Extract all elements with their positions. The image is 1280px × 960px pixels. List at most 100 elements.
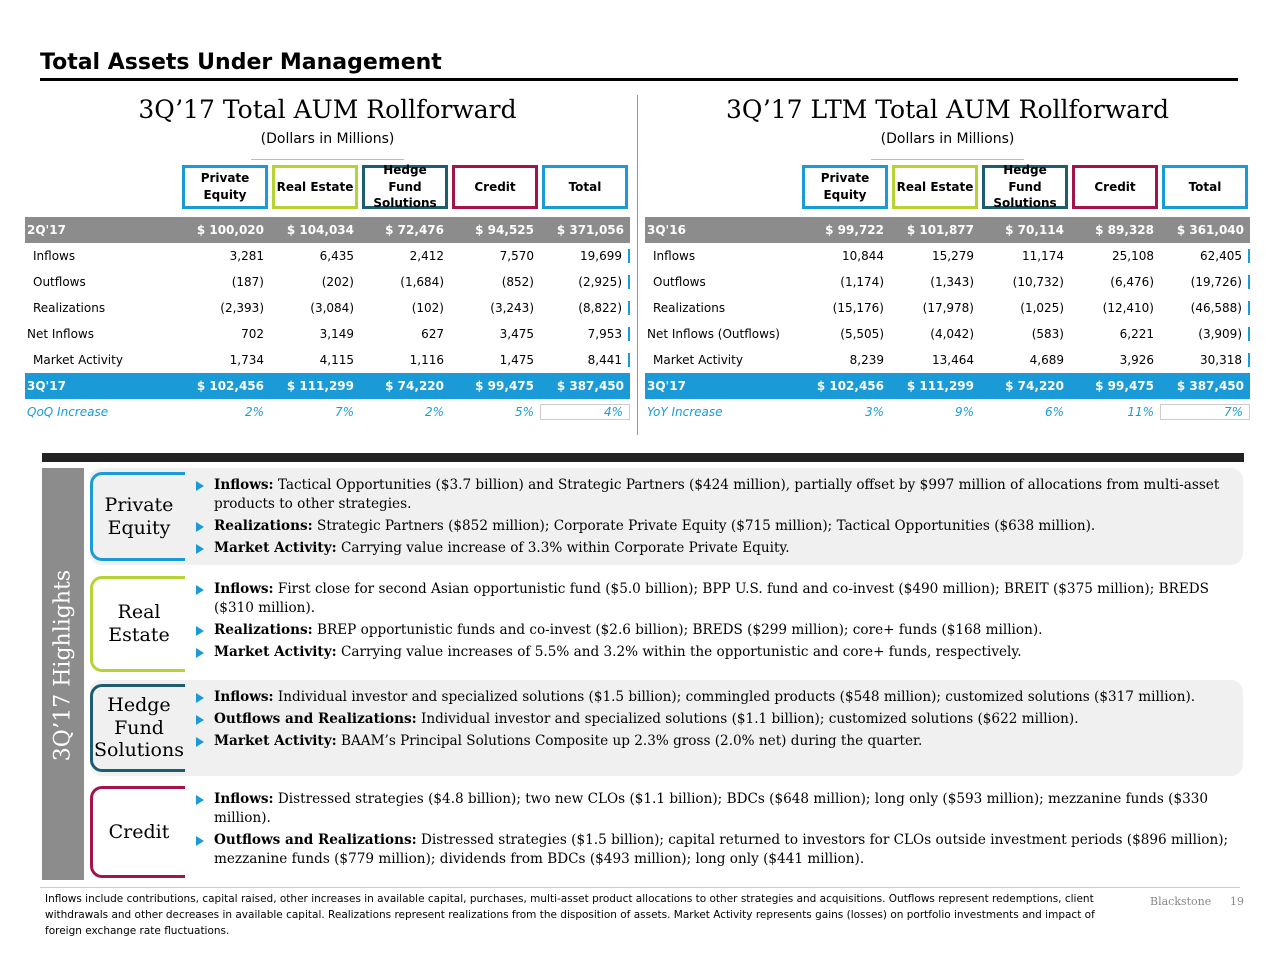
cell: $ 74,220 (385, 379, 444, 393)
bullet-lead: Outflows and Realizations: (214, 832, 417, 848)
column-header: Credit (452, 165, 538, 209)
cell: (852) (501, 275, 534, 289)
bullet-lead: Market Activity: (214, 540, 337, 556)
row-label: Realizations (653, 301, 726, 315)
bullet-text: Individual investor and specialized solu… (277, 689, 1196, 705)
divider (637, 95, 638, 435)
cell: 1,475 (499, 353, 534, 367)
bullet: Inflows: Individual investor and special… (194, 688, 1235, 707)
cell: (46,588) (1160, 301, 1250, 315)
row-label: 3Q'16 (647, 223, 686, 237)
cell: 627 (421, 327, 444, 341)
cell: 1,116 (409, 353, 444, 367)
bullet-text: Distressed strategies ($1.5 billion); ca… (214, 832, 1229, 867)
cell: 19,699 (540, 249, 630, 263)
table-row: 3Q'16 $ 99,722 $ 101,877 $ 70,114 $ 89,328 $ … (645, 217, 1250, 243)
page-title: Total Assets Under Management (40, 50, 442, 75)
table-row: 3Q'17 $ 102,456 $ 111,299 $ 74,220 $ 99,475 $… (25, 373, 630, 399)
table-subtitle-wrap: (Dollars in Millions) (25, 131, 630, 165)
highlight-section: Credit Inflows: Distressed strategies ($4… (90, 782, 1243, 882)
cell: $ 94,525 (475, 223, 534, 237)
cell: 2% (424, 405, 444, 419)
cell: $ 387,450 (1176, 379, 1244, 393)
cell: 13,464 (932, 353, 974, 367)
cell: $ 111,299 (286, 379, 354, 393)
cell: 3% (864, 405, 884, 419)
table-row: Market Activity 8,239 13,464 4,689 3,926 30,3… (645, 347, 1250, 373)
section-label: Hedge Fund Solutions (90, 684, 185, 772)
header-row: Private Equity Real Estate Hedge Fund Solu… (25, 163, 630, 210)
bullet: Inflows: Tactical Opportunities ($3.7 bi… (194, 476, 1235, 514)
cell: 3,149 (319, 327, 354, 341)
row-label: Inflows (653, 249, 696, 263)
bullet-lead: Inflows: (214, 581, 274, 597)
bullet-lead: Outflows and Realizations: (214, 711, 417, 727)
cell: 15,279 (932, 249, 974, 263)
cell: 6,221 (1119, 327, 1154, 341)
row-label: QoQ Increase (27, 405, 109, 419)
cell: (1,684) (400, 275, 444, 289)
column-header: Total (542, 165, 628, 209)
cell: 62,405 (1160, 249, 1250, 263)
bullet-text: Individual investor and specialized solu… (420, 711, 1079, 727)
cell: $ 361,040 (1176, 223, 1244, 237)
bullet: Inflows: Distressed strategies ($4.8 bil… (194, 790, 1235, 828)
bullet: Market Activity: Carrying value increase… (194, 539, 1235, 558)
table-row: Net Inflows 702 3,149 627 3,475 7,953 (25, 321, 630, 347)
cell: (15,176) (832, 301, 884, 315)
bullet-lead: Realizations: (214, 622, 313, 638)
cell: 8,239 (849, 353, 884, 367)
cell: $ 371,056 (556, 223, 624, 237)
cell: 11% (1127, 405, 1154, 419)
cell: (2,925) (540, 275, 630, 289)
table-row: Outflows (1,174) (1,343) (10,732) (6,476) (19… (645, 269, 1250, 295)
page-number: 19 (1230, 895, 1244, 908)
cell: 1,734 (229, 353, 264, 367)
cell: $ 89,328 (1095, 223, 1154, 237)
row-label: Net Inflows (Outflows) (647, 327, 780, 341)
bullet-list: Inflows: Individual investor and special… (194, 688, 1235, 754)
bullet: Outflows and Realizations: Distressed st… (194, 831, 1235, 869)
row-label: Market Activity (653, 353, 743, 367)
bullet: Realizations: BREP opportunistic funds a… (194, 621, 1235, 640)
row-label: Inflows (33, 249, 76, 263)
table-row: 3Q'17 $ 102,456 $ 111,299 $ 74,220 $ 99,475 $… (645, 373, 1250, 399)
section-bar (42, 453, 1244, 462)
bullet-text: Carrying value increase of 3.3% within C… (340, 540, 790, 556)
cell: (583) (1031, 327, 1064, 341)
bullet-lead: Market Activity: (214, 644, 337, 660)
cell: (6,476) (1110, 275, 1154, 289)
footer-rule (40, 887, 1240, 888)
cell: 6,435 (319, 249, 354, 263)
cell: $ 99,475 (1095, 379, 1154, 393)
rollforward-table: 3Q’17 LTM Total AUM Rollforward (Dollars … (645, 95, 1250, 425)
cell: $ 99,722 (825, 223, 884, 237)
cell: (17,978) (922, 301, 974, 315)
cell: 6% (1044, 405, 1064, 419)
highlight-section: Private Equity Inflows: Tactical Opportun… (90, 468, 1243, 565)
table-row: YoY Increase 3% 9% 6% 11% 7% (645, 399, 1250, 425)
column-header: Credit (1072, 165, 1158, 209)
table-subtitle: (Dollars in Millions) (870, 131, 1025, 160)
highlight-section: Real Estate Inflows: First close for seco… (90, 572, 1243, 676)
cell: (5,505) (840, 327, 884, 341)
bullet: Market Activity: Carrying value increase… (194, 643, 1235, 662)
bullet-lead: Market Activity: (214, 733, 337, 749)
cell: 30,318 (1160, 353, 1250, 367)
bullet-text: Distressed strategies ($4.8 billion); tw… (214, 791, 1209, 826)
cell: $ 387,450 (556, 379, 624, 393)
row-label: Outflows (653, 275, 706, 289)
cell: 7,570 (499, 249, 534, 263)
cell: 8,441 (540, 353, 630, 367)
highlight-section: Hedge Fund Solutions Inflows: Individual … (90, 680, 1243, 776)
cell: 5% (514, 405, 534, 419)
row-label: Net Inflows (27, 327, 94, 341)
row-label: Market Activity (33, 353, 123, 367)
column-header: Hedge Fund Solutions (362, 163, 448, 210)
cell: $ 99,475 (475, 379, 534, 393)
cell: $ 70,114 (1005, 223, 1064, 237)
cell: $ 101,877 (906, 223, 974, 237)
bullet-text: Tactical Opportunities ($3.7 billion) an… (214, 477, 1220, 512)
row-label: 3Q'17 (647, 379, 686, 393)
table-row: Inflows 10,844 15,279 11,174 25,108 62,405 (645, 243, 1250, 269)
